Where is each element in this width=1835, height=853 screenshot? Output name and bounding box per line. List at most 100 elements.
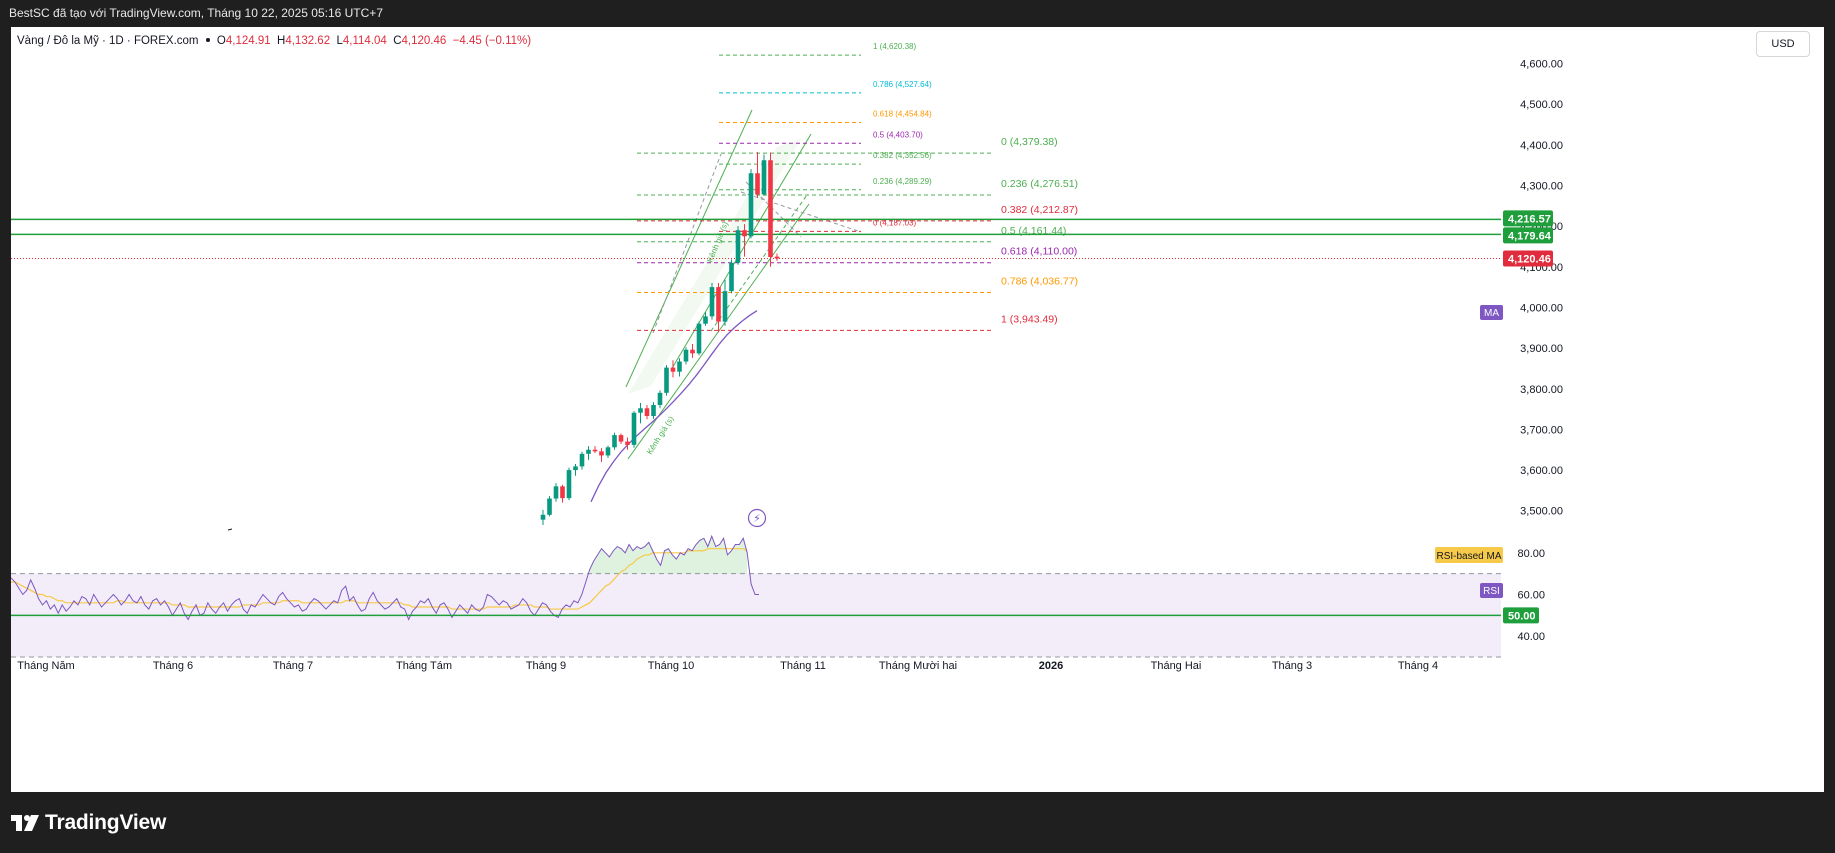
candle-body bbox=[599, 451, 604, 456]
low-value: 4,114.04 bbox=[342, 35, 387, 47]
candle-body bbox=[729, 262, 734, 292]
fib-retracement-level-label: 0.786 (4,036.77) bbox=[1001, 275, 1078, 287]
price-channel-fill bbox=[628, 139, 801, 394]
fib-retracement-level-label: 0.382 (4,212.87) bbox=[1001, 204, 1078, 216]
candle-body bbox=[540, 514, 546, 520]
fib-extension-level-label: 1 (4,620.38) bbox=[873, 42, 916, 51]
candle-body bbox=[657, 392, 663, 406]
time-axis-label: 2026 bbox=[1039, 660, 1063, 672]
time-axis-label: Tháng 3 bbox=[1272, 660, 1312, 672]
candle-body bbox=[618, 435, 624, 442]
candle-body bbox=[677, 361, 682, 372]
branding-footer: TradingView bbox=[11, 801, 166, 845]
window-title-bar: BestSC đã tạo với TradingView.com, Tháng… bbox=[0, 0, 1835, 27]
candle-body bbox=[638, 408, 643, 413]
legend-status-dot bbox=[205, 38, 210, 42]
candle-body bbox=[553, 486, 559, 499]
candle-body bbox=[631, 412, 637, 445]
high-label: H bbox=[277, 35, 286, 47]
price-axis-tick-label: 4,500.00 bbox=[1520, 99, 1563, 111]
moving-average-line bbox=[590, 310, 758, 503]
time-axis-label: Tháng 6 bbox=[153, 660, 193, 672]
time-axis-label: Tháng Hai bbox=[1151, 660, 1202, 672]
rsi-level-tag: 50.00 bbox=[1508, 610, 1536, 622]
tradingview-logo-icon bbox=[11, 815, 39, 831]
candle-body bbox=[768, 160, 773, 258]
ma-label: MA bbox=[1484, 308, 1499, 319]
open-value: 4,124.91 bbox=[225, 35, 271, 47]
fib-extension-level-label: 0.5 (4,403.70) bbox=[873, 130, 923, 139]
price-tag-level-bg bbox=[1503, 227, 1553, 244]
branding-name: TradingView bbox=[45, 811, 167, 834]
price-channel-label: Kênh giá (s) bbox=[645, 414, 676, 456]
ma-label-bg bbox=[1480, 305, 1503, 320]
candle-body bbox=[592, 449, 598, 452]
candle-body bbox=[566, 470, 572, 499]
candle-body bbox=[709, 287, 715, 317]
price-tag-level-bg bbox=[1503, 210, 1553, 227]
fib-extension-level-label: 0.786 (4,527.64) bbox=[873, 80, 932, 89]
candle-body bbox=[690, 349, 695, 354]
change-value: −4.45 (−0.11%) bbox=[452, 35, 532, 47]
close-value: 4,120.46 bbox=[401, 35, 447, 47]
price-axis-tick-label: 3,800.00 bbox=[1520, 384, 1563, 396]
price-axis-tick-label: 4,600.00 bbox=[1520, 58, 1563, 70]
price-axis-tick-label: 3,600.00 bbox=[1520, 465, 1563, 477]
rsi-label: RSI bbox=[1483, 586, 1500, 597]
price-axis-tick-label: 4,300.00 bbox=[1520, 180, 1563, 192]
candle-body bbox=[761, 160, 767, 195]
price-tag-level: 4,179.64 bbox=[1508, 230, 1552, 242]
candle-body bbox=[716, 287, 721, 322]
candle-body bbox=[644, 408, 650, 416]
candle-body bbox=[560, 486, 565, 499]
close-label: C bbox=[393, 35, 402, 47]
fib-extension-level-label: 0 (4,187.03) bbox=[873, 218, 916, 227]
time-axis-label: Tháng Năm bbox=[17, 660, 74, 672]
candle-body bbox=[774, 256, 780, 259]
low-label: L bbox=[336, 35, 343, 47]
candle-body bbox=[586, 449, 591, 454]
high-value: 4,132.62 bbox=[285, 35, 331, 47]
candle-body bbox=[742, 230, 747, 237]
price-axis-tick-label: 3,700.00 bbox=[1520, 424, 1563, 436]
time-axis-label: Tháng 4 bbox=[1398, 660, 1438, 672]
candle-body bbox=[605, 447, 611, 456]
candle-body bbox=[696, 323, 702, 354]
candle-body bbox=[664, 367, 669, 393]
rsi-axis-tick-label: 80.00 bbox=[1517, 548, 1545, 560]
candle-body bbox=[579, 453, 585, 467]
candle-body bbox=[722, 291, 728, 322]
rsi-axis-tick-label: 40.00 bbox=[1517, 631, 1545, 643]
time-axis-label: Tháng Tám bbox=[396, 660, 452, 672]
price-axis-tick-label: 3,900.00 bbox=[1520, 343, 1563, 355]
rsi-label-bg bbox=[1480, 583, 1503, 598]
price-axis-tick-label: 4,000.00 bbox=[1520, 302, 1563, 314]
time-axis-label: Tháng 7 bbox=[273, 660, 313, 672]
candle-body bbox=[573, 466, 578, 471]
open-label: O bbox=[216, 35, 226, 47]
candle-body bbox=[683, 349, 689, 362]
fib-extension-level-label: 0.618 (4,454.84) bbox=[873, 109, 932, 118]
rsi-overbought-fill bbox=[589, 536, 748, 574]
fib-retracement-level-label: 0.236 (4,276.51) bbox=[1001, 178, 1078, 190]
window-title: BestSC đã tạo với TradingView.com, Tháng… bbox=[9, 6, 383, 20]
symbol-name[interactable]: Vàng / Đô la Mỹ · 1D · FOREX.com bbox=[17, 35, 199, 47]
candle-body bbox=[651, 405, 656, 416]
price-channel-upper-line bbox=[625, 109, 753, 388]
time-axis-label: Tháng Mười hai bbox=[879, 660, 957, 672]
time-axis-label: Tháng 10 bbox=[648, 660, 694, 672]
price-chart[interactable]: 4,600.004,500.004,400.004,300.004,200.00… bbox=[11, 27, 1824, 792]
rsi-ma-label-bg bbox=[1435, 547, 1503, 563]
candle-body bbox=[703, 316, 708, 324]
candle-tick bbox=[227, 528, 233, 531]
candle-body bbox=[547, 498, 552, 515]
fib-trend-line bbox=[745, 181, 802, 238]
fib-trend-line bbox=[652, 153, 722, 334]
currency-button[interactable]: USD bbox=[1756, 31, 1810, 57]
rsi-axis-tick-label: 60.00 bbox=[1517, 590, 1545, 602]
chart-panel[interactable]: 4,600.00 4,500.00 4,400.00 4,300.00 4,200.00… bbox=[11, 27, 1824, 792]
rsi-line bbox=[11, 534, 759, 621]
event-circle-icon bbox=[747, 508, 767, 528]
fib-trend-line bbox=[740, 191, 862, 233]
candle-body bbox=[625, 441, 630, 445]
